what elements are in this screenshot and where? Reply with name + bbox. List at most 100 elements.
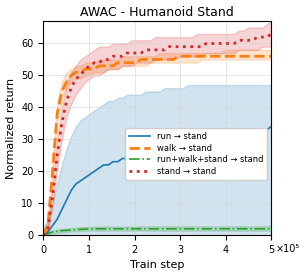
run+walk+stand → stand (204, 227, 208, 230)
stand → stand (102, 58, 106, 61)
run → stand (130, 154, 133, 157)
run → stand (209, 134, 213, 138)
run → stand (172, 141, 175, 144)
walk → stand (102, 64, 106, 68)
run → stand (144, 150, 147, 154)
run → stand (65, 198, 68, 202)
Line: run → stand: run → stand (43, 126, 271, 235)
run → stand (135, 154, 138, 157)
run → stand (251, 128, 255, 131)
run → stand (270, 125, 273, 128)
stand → stand (256, 35, 259, 39)
stand → stand (270, 32, 273, 36)
walk → stand (88, 67, 91, 71)
stand → stand (41, 233, 45, 237)
run+walk+stand → stand (190, 227, 194, 230)
run → stand (116, 160, 120, 163)
run+walk+stand → stand (228, 227, 231, 230)
stand → stand (51, 195, 54, 198)
run+walk+stand → stand (121, 227, 124, 230)
run+walk+stand → stand (74, 228, 78, 231)
run+walk+stand → stand (195, 227, 199, 230)
run → stand (223, 131, 227, 135)
run → stand (181, 141, 185, 144)
run+walk+stand → stand (232, 227, 236, 230)
run+walk+stand → stand (125, 227, 129, 230)
walk → stand (60, 90, 64, 93)
stand → stand (88, 64, 91, 68)
run → stand (265, 128, 269, 131)
run → stand (106, 163, 110, 166)
run → stand (218, 134, 222, 138)
run → stand (102, 163, 106, 166)
Text: ×10⁵: ×10⁵ (276, 244, 300, 254)
run → stand (88, 173, 91, 176)
run+walk+stand → stand (144, 227, 147, 230)
run → stand (60, 208, 64, 211)
run+walk+stand → stand (270, 227, 273, 230)
walk → stand (195, 55, 199, 58)
walk → stand (83, 67, 87, 71)
walk → stand (204, 55, 208, 58)
run → stand (256, 128, 259, 131)
run+walk+stand → stand (186, 227, 189, 230)
walk → stand (172, 58, 175, 61)
run → stand (51, 224, 54, 227)
run+walk+stand → stand (209, 227, 213, 230)
walk → stand (200, 55, 203, 58)
run+walk+stand → stand (237, 227, 241, 230)
walk → stand (121, 61, 124, 64)
stand → stand (172, 45, 175, 48)
run+walk+stand → stand (200, 227, 203, 230)
stand → stand (190, 45, 194, 48)
run+walk+stand → stand (93, 227, 96, 230)
stand → stand (65, 99, 68, 103)
run → stand (186, 138, 189, 141)
run → stand (242, 131, 245, 135)
walk → stand (79, 71, 82, 74)
stand → stand (237, 39, 241, 42)
walk → stand (181, 55, 185, 58)
stand → stand (218, 42, 222, 45)
run → stand (46, 230, 50, 233)
run → stand (55, 217, 59, 221)
run → stand (93, 170, 96, 173)
walk → stand (111, 64, 115, 68)
stand → stand (60, 122, 64, 125)
run+walk+stand → stand (97, 227, 101, 230)
walk → stand (93, 67, 96, 71)
run+walk+stand → stand (88, 227, 91, 231)
stand → stand (214, 42, 217, 45)
walk → stand (74, 71, 78, 74)
run → stand (158, 144, 162, 147)
run+walk+stand → stand (242, 227, 245, 230)
stand → stand (144, 48, 147, 52)
walk → stand (116, 61, 120, 64)
run → stand (195, 138, 199, 141)
stand → stand (97, 61, 101, 64)
run+walk+stand → stand (102, 227, 106, 230)
run → stand (111, 160, 115, 163)
walk → stand (186, 55, 189, 58)
run → stand (200, 138, 203, 141)
walk → stand (130, 61, 133, 64)
walk → stand (148, 58, 152, 61)
stand → stand (232, 42, 236, 45)
run+walk+stand → stand (218, 227, 222, 230)
stand → stand (116, 55, 120, 58)
run+walk+stand → stand (69, 229, 73, 232)
walk → stand (260, 55, 264, 58)
stand → stand (260, 35, 264, 39)
walk → stand (270, 55, 273, 58)
stand → stand (251, 39, 255, 42)
run → stand (204, 134, 208, 138)
run → stand (83, 176, 87, 179)
run → stand (97, 166, 101, 170)
run+walk+stand → stand (65, 229, 68, 232)
stand → stand (228, 42, 231, 45)
run+walk+stand → stand (172, 227, 175, 230)
run+walk+stand → stand (79, 228, 82, 231)
walk → stand (251, 55, 255, 58)
stand → stand (204, 42, 208, 45)
walk → stand (162, 58, 166, 61)
